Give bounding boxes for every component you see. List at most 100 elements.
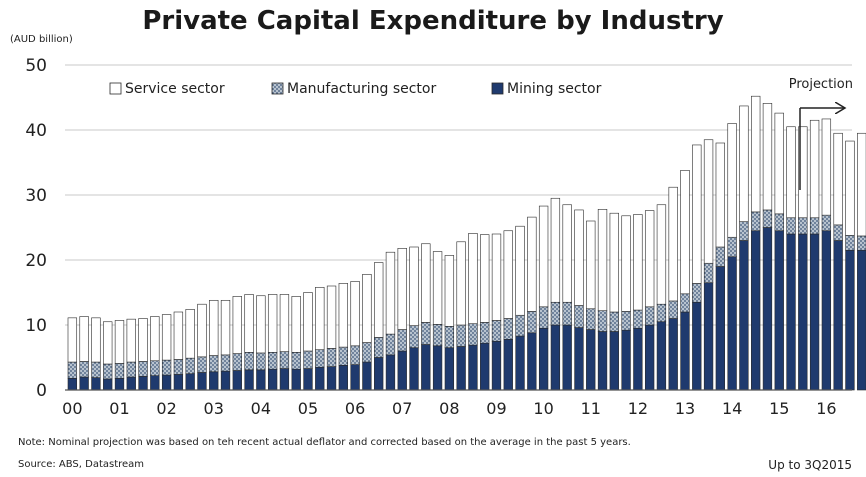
bar-service	[527, 216, 537, 312]
bar-mining	[715, 266, 725, 391]
bar-manufacturing	[185, 357, 195, 375]
bar-service	[538, 205, 549, 308]
bar-manufacturing	[821, 214, 832, 232]
bar-manufacturing	[232, 353, 242, 371]
bar-manufacturing	[491, 320, 502, 342]
bar-service	[244, 294, 254, 353]
bar-service	[421, 243, 431, 323]
bar-manufacturing	[138, 361, 148, 377]
bar-manufacturing	[444, 325, 455, 349]
bar-service	[491, 233, 502, 321]
bar-mining	[456, 346, 466, 391]
bar-manufacturing	[633, 309, 643, 329]
bar-mining	[644, 324, 655, 391]
bar-service	[267, 294, 278, 353]
bar-mining	[303, 368, 313, 391]
bar-mining	[680, 311, 690, 391]
bar-service	[409, 246, 419, 326]
bar-mining	[315, 366, 325, 391]
bar-manufacturing	[279, 351, 290, 369]
bars	[67, 95, 866, 391]
bar-mining	[562, 324, 572, 391]
bar-manufacturing	[809, 217, 820, 235]
bar-manufacturing	[256, 352, 266, 371]
bar-service	[574, 209, 584, 306]
bar-mining	[586, 329, 596, 391]
x-tick-label: 13	[675, 399, 695, 418]
bar-service	[809, 119, 820, 219]
bar-mining	[267, 368, 278, 391]
bar-service	[762, 103, 773, 211]
bar-mining	[515, 335, 525, 391]
bar-manufacturing	[480, 322, 490, 344]
bar-mining	[609, 331, 619, 391]
bar-mining	[503, 338, 513, 391]
bar-manufacturing	[409, 325, 419, 349]
bar-service	[468, 233, 478, 325]
chart-title: Private Capital Expenditure by Industry	[142, 6, 724, 36]
bar-mining	[833, 240, 843, 391]
x-tick-label: 00	[62, 399, 82, 418]
bar-mining	[739, 240, 749, 391]
bar-manufacturing	[456, 324, 466, 347]
bar-service	[114, 320, 125, 364]
bar-mining	[397, 350, 407, 391]
projection-marker: Projection	[789, 77, 853, 190]
bar-service	[173, 311, 184, 360]
bar-service	[220, 299, 231, 356]
bar-manufacturing	[79, 361, 89, 378]
bar-manufacturing	[621, 311, 631, 331]
bar-service	[138, 318, 148, 362]
bar-manufacturing	[362, 342, 372, 363]
bar-mining	[703, 282, 714, 391]
bar-service	[432, 251, 443, 325]
bar-manufacturing	[833, 224, 843, 241]
bar-mining	[291, 368, 301, 391]
bar-manufacturing	[538, 306, 549, 329]
bar-mining	[197, 372, 207, 391]
bar-manufacturing	[786, 217, 796, 235]
x-tick-label: 01	[109, 399, 129, 418]
bar-service	[715, 142, 725, 248]
bar-service	[845, 140, 855, 236]
bar-service	[480, 234, 490, 323]
bar-service	[326, 285, 337, 349]
bar-service	[739, 105, 749, 222]
chart-source: Source: ABS, Datastream	[18, 459, 145, 470]
bar-manufacturing	[857, 235, 866, 251]
bar-mining	[421, 344, 431, 391]
bar-mining	[597, 331, 608, 391]
bar-service	[350, 281, 360, 347]
bar-mining	[256, 369, 266, 391]
bar-service	[315, 286, 325, 350]
bar-manufacturing	[220, 354, 231, 372]
x-tick-label: 16	[816, 399, 836, 418]
bar-service	[456, 241, 466, 326]
bar-mining	[857, 249, 866, 391]
legend: Service sector Manufacturing sector Mining…	[109, 81, 602, 97]
legend-label: Service sector	[125, 81, 225, 97]
bar-service	[857, 132, 866, 237]
bar-manufacturing	[91, 361, 101, 378]
y-tick-label: 20	[25, 251, 47, 271]
bar-service	[550, 197, 561, 303]
bar-manufacturing	[762, 209, 773, 228]
bar-mining	[762, 227, 773, 391]
y-tick-label: 30	[25, 186, 47, 206]
bar-mining	[538, 327, 549, 391]
axes: 0 10 20 30 40 50 00 01 02 03 04 05 06 07 08 09 10 11 12 13 1…	[25, 56, 852, 418]
bar-mining	[161, 374, 172, 391]
bar-mining	[350, 364, 360, 391]
bar-service	[67, 317, 78, 363]
bar-manufacturing	[150, 360, 160, 376]
x-tick-label: 08	[439, 399, 459, 418]
bar-service	[385, 251, 396, 335]
bar-mining	[491, 340, 502, 391]
bar-manufacturing	[173, 359, 184, 375]
projection-label: Projection	[789, 77, 853, 92]
bar-mining	[326, 366, 337, 391]
y-tick-label: 40	[25, 121, 47, 141]
bar-service	[774, 112, 784, 215]
bar-manufacturing	[656, 303, 667, 323]
bar-manufacturing	[326, 348, 337, 367]
